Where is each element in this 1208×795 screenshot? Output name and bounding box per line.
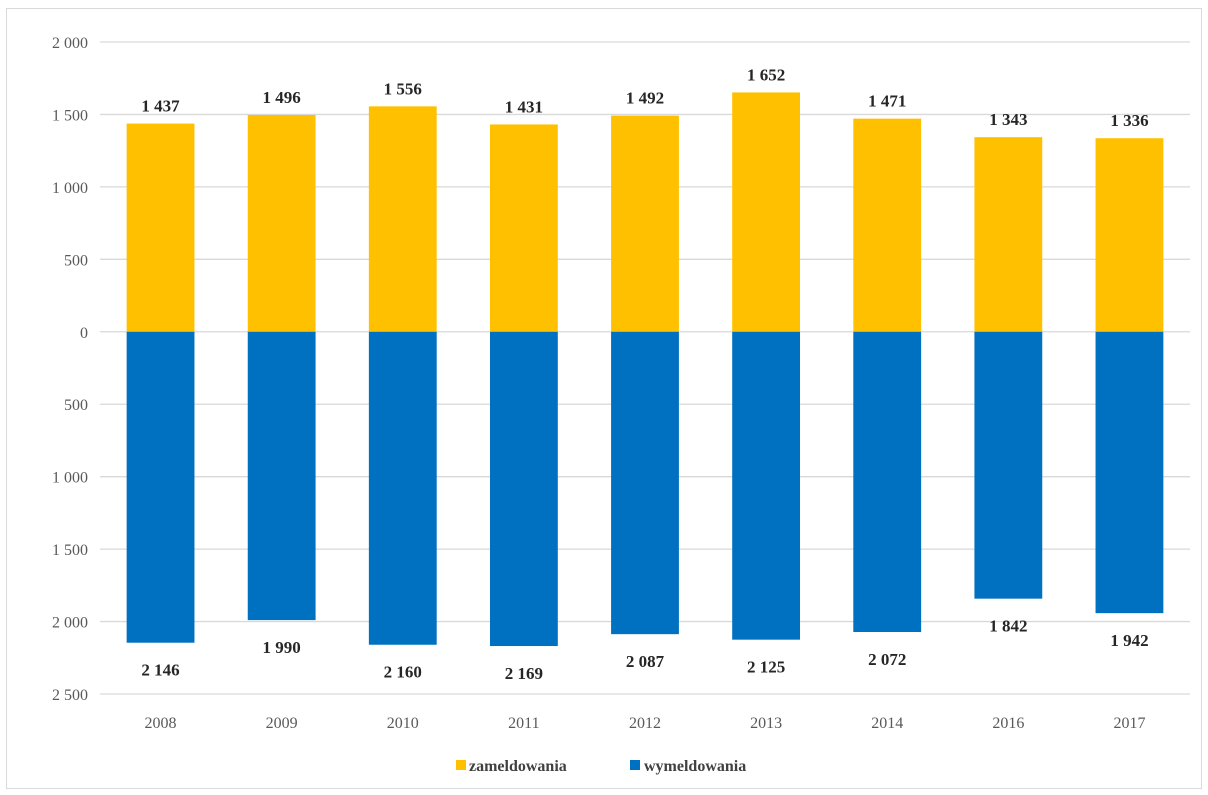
y-tick-label: 1 000	[52, 470, 88, 487]
x-tick-label: 2008	[145, 715, 177, 732]
data-label-zameldowania: 1 492	[626, 89, 664, 108]
x-tick-label: 2011	[508, 715, 539, 732]
bar-wymeldowania	[732, 331, 801, 640]
y-tick-label: 2 500	[52, 687, 88, 704]
data-label-wymeldowania: 1 990	[263, 638, 301, 657]
data-label-zameldowania: 1 652	[747, 65, 785, 84]
bar-zameldowania	[489, 124, 558, 332]
data-label-wymeldowania: 2 087	[626, 652, 665, 671]
data-label-wymeldowania: 2 125	[747, 658, 785, 677]
data-label-zameldowania: 1 496	[263, 88, 301, 107]
bar-zameldowania	[368, 106, 437, 332]
y-tick-label: 1 000	[52, 180, 88, 197]
bar-wymeldowania	[611, 331, 679, 635]
bar-zameldowania	[853, 118, 922, 332]
x-tick-label: 2010	[387, 715, 419, 732]
x-tick-label: 2012	[629, 715, 661, 732]
bar-zameldowania	[1095, 138, 1164, 332]
data-label-wymeldowania: 1 942	[1110, 631, 1148, 650]
data-label-wymeldowania: 2 146	[141, 661, 179, 680]
bar-zameldowania	[126, 123, 195, 332]
bar-zameldowania	[732, 92, 801, 332]
y-tick-label: 1 500	[52, 107, 88, 124]
bar-wymeldowania	[368, 331, 437, 645]
x-tick-label: 2016	[992, 715, 1024, 732]
y-tick-label: 500	[64, 397, 88, 414]
data-label-zameldowania: 1 556	[384, 79, 422, 98]
bar-wymeldowania	[1095, 331, 1164, 614]
y-tick-label: 0	[80, 325, 88, 342]
bar-zameldowania	[247, 115, 316, 332]
data-label-wymeldowania: 2 072	[868, 650, 906, 669]
data-label-zameldowania: 1 437	[141, 97, 180, 116]
x-tick-label: 2014	[871, 715, 903, 732]
legend-swatch-wymeldowania	[630, 760, 640, 770]
bar-wymeldowania	[126, 331, 195, 643]
legend-label-wymeldowania: wymeldowania	[644, 758, 746, 775]
data-label-zameldowania: 1 343	[989, 110, 1027, 129]
bar-zameldowania	[974, 137, 1043, 332]
x-tick-label: 2009	[266, 715, 298, 732]
bar-wymeldowania	[853, 331, 922, 632]
legend-swatch-zameldowania	[456, 760, 466, 770]
bar-wymeldowania	[247, 331, 316, 621]
legend-label-zameldowania: zameldowania	[469, 758, 567, 775]
data-label-zameldowania: 1 431	[505, 97, 543, 116]
y-tick-label: 1 500	[52, 542, 88, 559]
data-label-wymeldowania: 2 169	[505, 664, 543, 683]
y-tick-label: 2 000	[52, 35, 88, 52]
data-label-zameldowania: 1 471	[868, 92, 906, 111]
y-tick-label: 500	[64, 252, 88, 269]
bar-zameldowania	[611, 115, 679, 332]
x-tick-label: 2017	[1113, 715, 1145, 732]
bar-wymeldowania	[489, 331, 558, 647]
data-label-wymeldowania: 2 160	[384, 663, 422, 682]
x-tick-label: 2013	[750, 715, 782, 732]
bar-wymeldowania	[974, 331, 1043, 599]
data-label-wymeldowania: 1 842	[989, 617, 1027, 636]
data-label-zameldowania: 1 336	[1110, 111, 1148, 130]
y-tick-label: 2 000	[52, 615, 88, 632]
